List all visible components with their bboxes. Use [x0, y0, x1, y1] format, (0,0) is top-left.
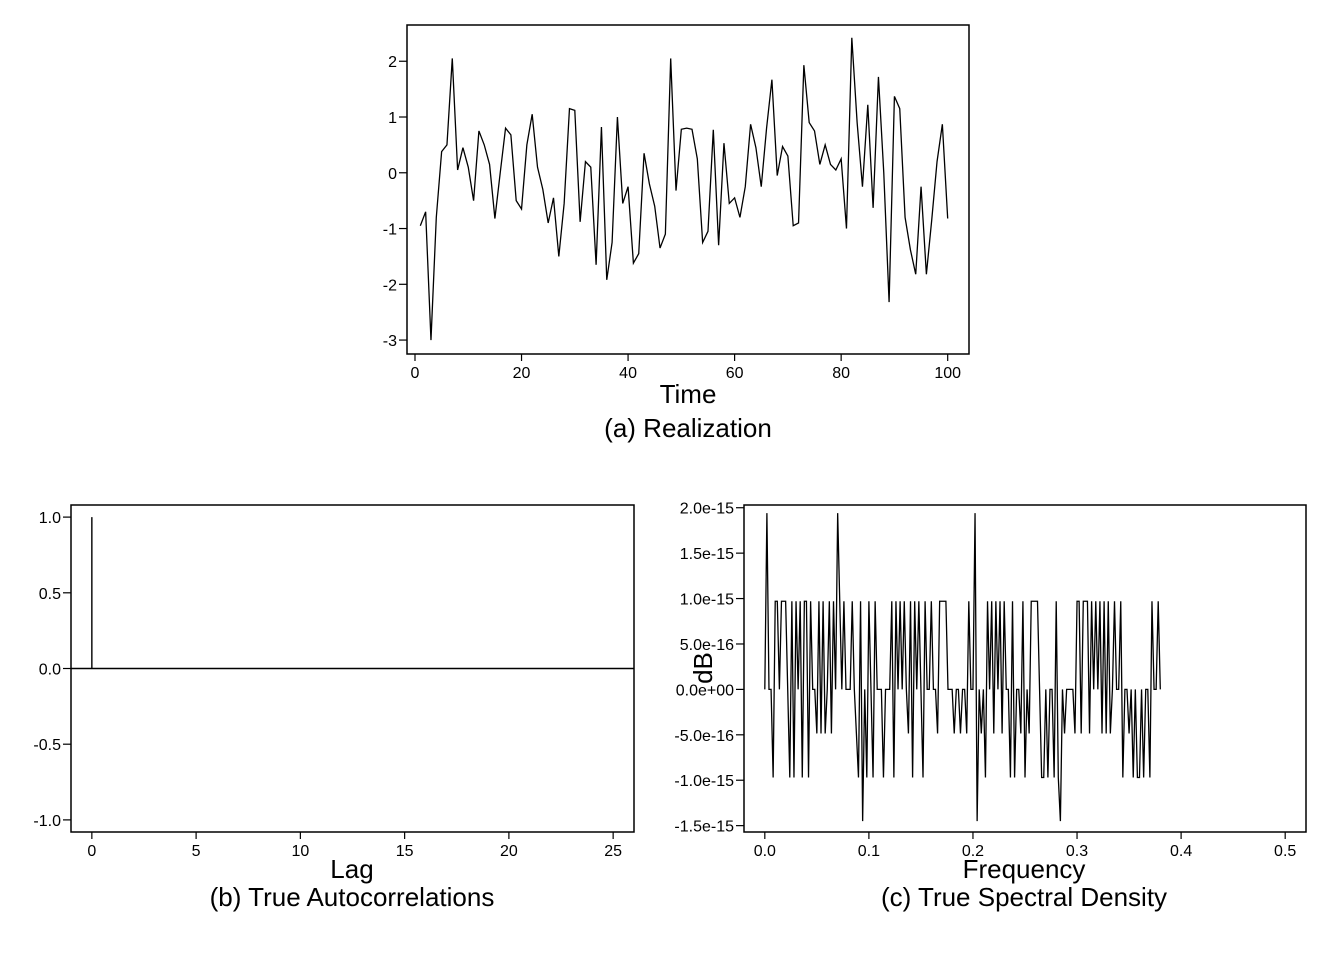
y-tick-label: 0.5 [39, 586, 61, 603]
x-tick-label: 15 [396, 843, 414, 860]
y-tick-label: 0 [388, 166, 397, 183]
x-axis: 0 20 40 60 80 100 [411, 354, 961, 382]
y-tick-label: -1 [383, 222, 397, 239]
x-tick-label: 25 [604, 843, 622, 860]
x-tick-label: 0.3 [1066, 843, 1088, 860]
x-axis-label: Time [660, 379, 717, 409]
x-axis: 0.0 0.1 0.2 0.3 0.4 0.5 [754, 832, 1296, 860]
panel-realization: -3 -2 -1 0 1 2 0 20 40 60 80 100 Time (a) Realizat… [383, 24, 970, 443]
x-tick-label: 0.4 [1170, 843, 1192, 860]
y-tick-label: -0.5 [33, 737, 61, 754]
y-tick-label: 2.0e-15 [680, 501, 734, 518]
panel-autocorrelations: -1.0 -0.5 0.0 0.5 1.0 0 5 10 15 20 25 Lag (b) Tru… [33, 504, 635, 912]
y-tick-label: -1.0e-15 [674, 773, 734, 790]
x-axis-label: Lag [330, 854, 373, 884]
x-tick-label: 0.2 [962, 843, 984, 860]
y-tick-label: -5.0e-16 [674, 728, 734, 745]
x-tick-label: 100 [934, 365, 961, 382]
x-tick-label: 0.1 [858, 843, 880, 860]
x-tick-label: 10 [291, 843, 309, 860]
x-tick-label: 40 [619, 365, 637, 382]
x-tick-label: 20 [513, 365, 531, 382]
x-axis: 0 5 10 15 20 25 [87, 832, 622, 860]
y-tick-label: 1.0e-15 [680, 592, 734, 609]
x-tick-label: 60 [726, 365, 744, 382]
y-tick-label: 1 [388, 110, 397, 127]
y-tick-label: 2 [388, 54, 397, 71]
realization-line [419, 37, 949, 341]
x-tick-label: 0.5 [1274, 843, 1296, 860]
x-tick-label: 5 [192, 843, 201, 860]
y-tick-label: 1.5e-15 [680, 546, 734, 563]
y-axis: -1.5e-15 -1.0e-15 -5.0e-16 0.0e+00 5.0e-16 1.… [674, 501, 744, 836]
y-tick-label: -1.5e-15 [674, 819, 734, 836]
chart-caption: (c) True Spectral Density [881, 882, 1167, 912]
x-tick-label: 0 [411, 365, 420, 382]
y-tick-label: 1.0 [39, 510, 61, 527]
y-axis: -1.0 -0.5 0.0 0.5 1.0 [33, 510, 71, 830]
y-tick-label: 0.0e+00 [676, 682, 734, 699]
y-tick-label: -1.0 [33, 813, 61, 830]
x-tick-label: 0.0 [754, 843, 776, 860]
chart-caption: (b) True Autocorrelations [210, 882, 495, 912]
series-line [764, 513, 1161, 822]
plot-frame [743, 504, 1307, 833]
acf-series [71, 517, 634, 670]
y-tick-label: 0.0 [39, 662, 61, 679]
plot-frame [406, 24, 970, 355]
y-tick-label: -2 [383, 277, 397, 294]
y-tick-label: -3 [383, 333, 397, 350]
panel-spectral-density: -1.5e-15 -1.0e-15 -5.0e-16 0.0e+00 5.0e-16 1.… [674, 501, 1307, 912]
x-tick-label: 0 [87, 843, 96, 860]
spectral-density-line [764, 513, 1161, 822]
x-tick-label: 80 [832, 365, 850, 382]
x-axis-label: Frequency [963, 854, 1086, 884]
y-axis: -3 -2 -1 0 1 2 [383, 54, 407, 350]
series-line [419, 37, 949, 341]
x-tick-label: 20 [500, 843, 518, 860]
chart-caption: (a) Realization [604, 413, 772, 443]
y-axis-label: dB [688, 652, 718, 684]
y-tick-label: 5.0e-16 [680, 637, 734, 654]
